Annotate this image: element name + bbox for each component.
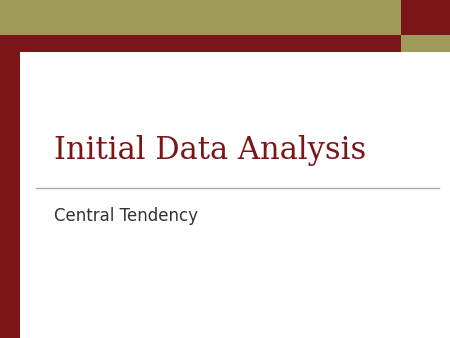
Bar <box>0 52 20 338</box>
Bar <box>0 35 450 52</box>
Bar <box>400 35 450 52</box>
Bar <box>0 0 450 35</box>
Text: Central Tendency: Central Tendency <box>54 207 198 225</box>
Bar <box>400 0 450 35</box>
Text: Initial Data Analysis: Initial Data Analysis <box>54 135 366 166</box>
